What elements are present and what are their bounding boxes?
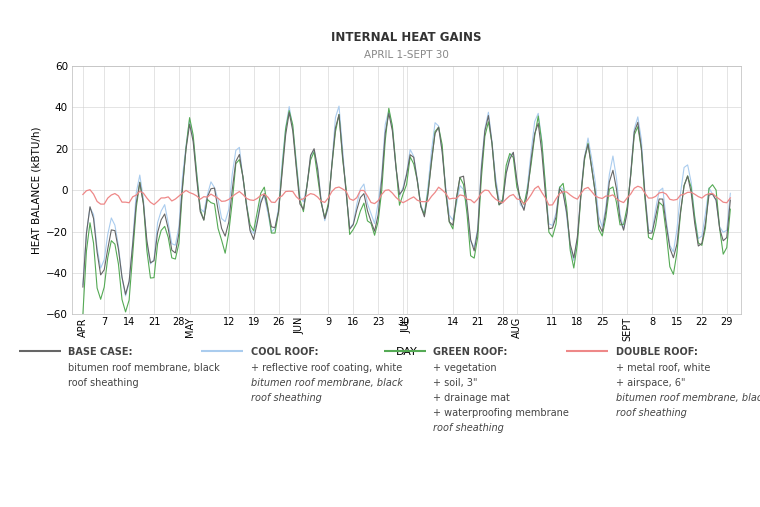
Text: roof sheathing: roof sheathing [616, 408, 686, 418]
Text: DOUBLE ROOF:: DOUBLE ROOF: [616, 347, 698, 357]
Text: + airspace, 6": + airspace, 6" [616, 378, 685, 388]
Text: roof sheathing: roof sheathing [433, 423, 504, 433]
Text: bitumen roof membrane, black: bitumen roof membrane, black [616, 393, 760, 403]
Text: COOL ROOF:: COOL ROOF: [251, 347, 318, 357]
Text: + metal roof, white: + metal roof, white [616, 363, 710, 373]
Text: bitumen roof membrane, black: bitumen roof membrane, black [251, 378, 403, 388]
Text: APRIL 1-SEPT 30: APRIL 1-SEPT 30 [364, 50, 449, 60]
Text: + soil, 3": + soil, 3" [433, 378, 478, 388]
Text: roof sheathing: roof sheathing [251, 393, 321, 403]
Text: + waterproofing membrane: + waterproofing membrane [433, 408, 569, 418]
Text: roof sheathing: roof sheathing [68, 378, 139, 388]
Text: BASE CASE:: BASE CASE: [68, 347, 133, 357]
Text: INTERNAL HEAT GAINS: INTERNAL HEAT GAINS [331, 30, 482, 44]
Y-axis label: HEAT BALANCE (kBTU/h): HEAT BALANCE (kBTU/h) [32, 126, 42, 254]
Text: + vegetation: + vegetation [433, 363, 497, 373]
X-axis label: DAY: DAY [396, 347, 417, 357]
Text: bitumen roof membrane, black: bitumen roof membrane, black [68, 363, 220, 373]
Text: + reflective roof coating, white: + reflective roof coating, white [251, 363, 402, 373]
Text: GREEN ROOF:: GREEN ROOF: [433, 347, 508, 357]
Text: + drainage mat: + drainage mat [433, 393, 510, 403]
